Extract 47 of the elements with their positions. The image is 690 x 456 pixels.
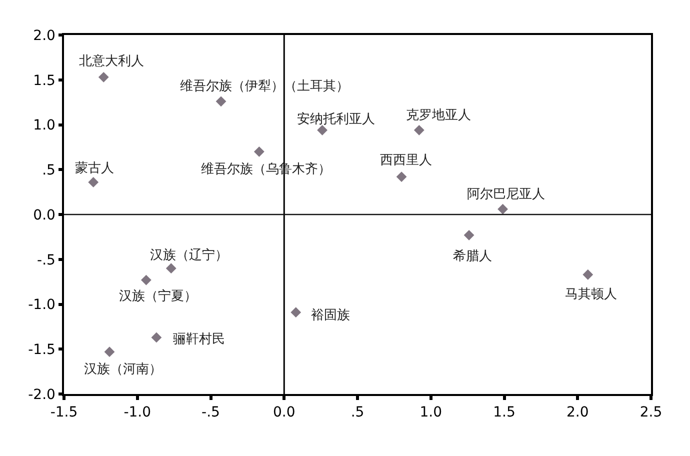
annotation: 安纳托利亚人 [297, 111, 375, 127]
point [498, 204, 508, 214]
point [140, 274, 152, 286]
annotation: 蒙古人 [75, 161, 114, 176]
annotation: 汉族（河南） [84, 362, 162, 377]
point [254, 146, 264, 157]
annotation: 维吾尔族（伊犁）（土耳其） [180, 79, 349, 94]
x-tick-label: -1.0 [124, 404, 152, 421]
y-tick-label: 1.0 [33, 118, 56, 134]
annotation: 西西里人 [380, 153, 432, 168]
x-tick-label: 1.5 [493, 404, 516, 421]
annotation: 裕固族 [311, 308, 350, 323]
point [166, 263, 176, 274]
point [414, 124, 424, 136]
point [582, 269, 594, 280]
y-tick-label: -1.5 [28, 342, 56, 358]
annotation: 阿尔巴尼亚人 [467, 187, 545, 202]
y-tick-label: 1.5 [33, 72, 56, 89]
y-tick-label: -.5 [37, 252, 56, 268]
point [151, 332, 162, 343]
annotation: 骊靬村民 [173, 332, 225, 347]
point [396, 172, 407, 182]
annotation: 克罗地亚人 [406, 108, 471, 123]
y-tick-label: 0.0 [33, 207, 56, 224]
x-tick-label: -1.5 [50, 404, 78, 421]
annotation: 北意大利人 [79, 54, 144, 69]
y-tick-label: -2.0 [28, 386, 56, 403]
point [464, 230, 474, 240]
y-tick-label: .5 [42, 162, 56, 179]
x-tick-label: 2.5 [640, 404, 662, 421]
y-tick-label: 2.0 [33, 28, 56, 44]
annotation: 马其顿人 [565, 287, 617, 302]
x-tick-label: 2.0 [566, 404, 589, 421]
x-tick-label: -.5 [202, 404, 220, 421]
x-tick-label: 1.0 [420, 404, 442, 421]
point [98, 72, 109, 82]
x-tick-label: .5 [350, 404, 364, 421]
point [104, 346, 115, 358]
y-tick-label: -1.0 [28, 297, 56, 314]
point [88, 176, 99, 188]
annotation: 汉族（宁夏） [119, 288, 197, 304]
point [317, 124, 328, 136]
point [216, 96, 226, 107]
point [290, 307, 302, 318]
annotation: 汉族（辽宁） [150, 247, 228, 263]
annotation: 希腊人 [453, 249, 492, 264]
x-tick-label: 0.0 [272, 404, 296, 421]
